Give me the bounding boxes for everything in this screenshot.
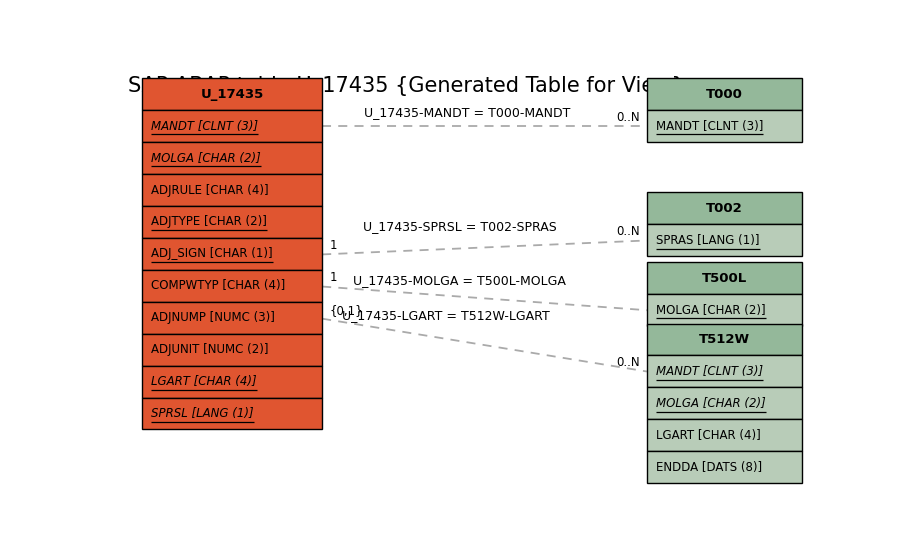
Text: LGART [CHAR (4)]: LGART [CHAR (4)] (656, 429, 761, 442)
Text: 0..N: 0..N (616, 356, 640, 369)
Text: 1: 1 (329, 271, 337, 284)
Text: ADJ_SIGN [CHAR (1)]: ADJ_SIGN [CHAR (1)] (151, 248, 273, 260)
Bar (142, 206, 322, 238)
Text: ENDDA [DATS (8)]: ENDDA [DATS (8)] (656, 461, 763, 474)
Bar (142, 142, 322, 174)
Bar (142, 397, 322, 429)
Bar (142, 174, 322, 206)
Bar (142, 334, 322, 366)
Text: U_17435-SPRSL = T002-SPRAS: U_17435-SPRSL = T002-SPRAS (363, 220, 557, 233)
Text: ADJNUMP [NUMC (3)]: ADJNUMP [NUMC (3)] (151, 311, 275, 324)
Text: MOLGA [CHAR (2)]: MOLGA [CHAR (2)] (656, 304, 766, 317)
Bar (647, 323, 803, 355)
Text: LGART [CHAR (4)]: LGART [CHAR (4)] (151, 375, 257, 388)
Bar (647, 419, 803, 451)
Text: ADJRULE [CHAR (4)]: ADJRULE [CHAR (4)] (151, 183, 269, 197)
Text: U_17435: U_17435 (200, 88, 264, 101)
Text: U_17435-LGART = T512W-LGART: U_17435-LGART = T512W-LGART (342, 309, 549, 322)
Bar (647, 225, 803, 256)
Text: T512W: T512W (699, 333, 750, 346)
Bar (142, 270, 322, 302)
Text: MANDT [CLNT (3)]: MANDT [CLNT (3)] (151, 120, 259, 133)
Text: ADJUNIT [NUMC (2)]: ADJUNIT [NUMC (2)] (151, 343, 269, 356)
Text: SPRAS [LANG (1)]: SPRAS [LANG (1)] (656, 234, 760, 247)
Text: SAP ABAP table U_17435 {Generated Table for View}: SAP ABAP table U_17435 {Generated Table … (128, 76, 685, 98)
Text: 1: 1 (329, 239, 337, 253)
Text: T002: T002 (706, 202, 743, 215)
Bar (142, 366, 322, 397)
Bar (647, 110, 803, 142)
Bar (647, 388, 803, 419)
Bar (142, 79, 322, 110)
Bar (647, 451, 803, 483)
Bar (647, 79, 803, 110)
Bar (647, 294, 803, 326)
Text: MOLGA [CHAR (2)]: MOLGA [CHAR (2)] (656, 397, 766, 410)
Bar (142, 110, 322, 142)
Text: MOLGA [CHAR (2)]: MOLGA [CHAR (2)] (151, 152, 261, 165)
Text: U_17435-MOLGA = T500L-MOLGA: U_17435-MOLGA = T500L-MOLGA (353, 273, 567, 287)
Bar (647, 355, 803, 388)
Bar (142, 238, 322, 270)
Text: MANDT [CLNT (3)]: MANDT [CLNT (3)] (656, 120, 763, 133)
Text: T500L: T500L (702, 272, 747, 285)
Text: SPRSL [LANG (1)]: SPRSL [LANG (1)] (151, 407, 254, 420)
Text: U_17435-MANDT = T000-MANDT: U_17435-MANDT = T000-MANDT (363, 106, 570, 119)
Bar (647, 262, 803, 294)
Text: MANDT [CLNT (3)]: MANDT [CLNT (3)] (656, 365, 763, 378)
Text: 0..N: 0..N (616, 225, 640, 238)
Text: 0..N: 0..N (616, 111, 640, 124)
Bar (142, 302, 322, 334)
Text: COMPWTYP [CHAR (4)]: COMPWTYP [CHAR (4)] (151, 279, 285, 292)
Bar (647, 193, 803, 225)
Text: T000: T000 (706, 88, 743, 101)
Text: ADJTYPE [CHAR (2)]: ADJTYPE [CHAR (2)] (151, 215, 267, 228)
Text: {0,1}: {0,1} (329, 304, 363, 317)
